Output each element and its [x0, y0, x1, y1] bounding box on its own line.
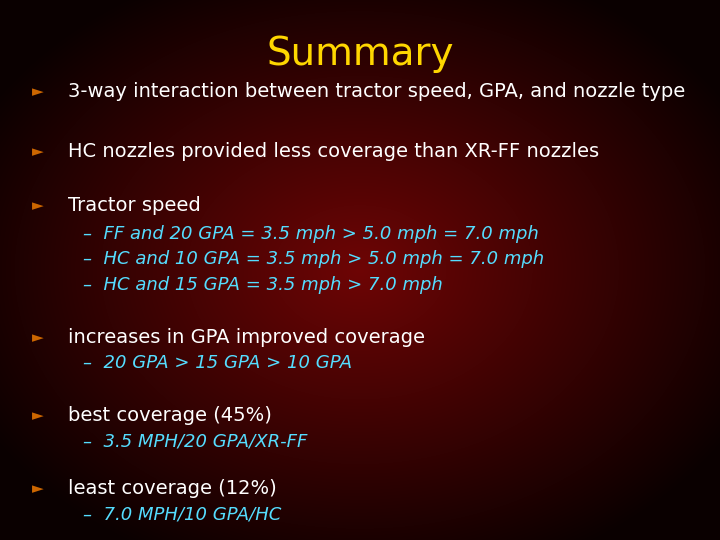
- Text: ►: ►: [32, 84, 44, 99]
- Text: ►: ►: [32, 330, 44, 345]
- Text: increases in GPA improved coverage: increases in GPA improved coverage: [68, 328, 426, 347]
- Text: –  3.5 MPH/20 GPA/XR-FF: – 3.5 MPH/20 GPA/XR-FF: [83, 432, 307, 450]
- Text: –  FF and 20 GPA = 3.5 mph > 5.0 mph = 7.0 mph: – FF and 20 GPA = 3.5 mph > 5.0 mph = 7.…: [83, 225, 539, 243]
- Text: –  HC and 15 GPA = 3.5 mph > 7.0 mph: – HC and 15 GPA = 3.5 mph > 7.0 mph: [83, 275, 443, 294]
- Text: 3-way interaction between tractor speed, GPA, and nozzle type: 3-way interaction between tractor speed,…: [68, 82, 685, 102]
- Text: ►: ►: [32, 144, 44, 159]
- Text: Summary: Summary: [266, 35, 454, 73]
- Text: Tractor speed: Tractor speed: [68, 195, 201, 215]
- Text: –  HC and 10 GPA = 3.5 mph > 5.0 mph = 7.0 mph: – HC and 10 GPA = 3.5 mph > 5.0 mph = 7.…: [83, 250, 544, 268]
- Text: ►: ►: [32, 198, 44, 213]
- Text: –  20 GPA > 15 GPA > 10 GPA: – 20 GPA > 15 GPA > 10 GPA: [83, 354, 352, 372]
- Text: ►: ►: [32, 408, 44, 423]
- Text: HC nozzles provided less coverage than XR-FF nozzles: HC nozzles provided less coverage than X…: [68, 141, 600, 161]
- Text: ►: ►: [32, 481, 44, 496]
- Text: least coverage (12%): least coverage (12%): [68, 479, 277, 498]
- Text: best coverage (45%): best coverage (45%): [68, 406, 272, 426]
- Text: –  7.0 MPH/10 GPA/HC: – 7.0 MPH/10 GPA/HC: [83, 505, 282, 523]
